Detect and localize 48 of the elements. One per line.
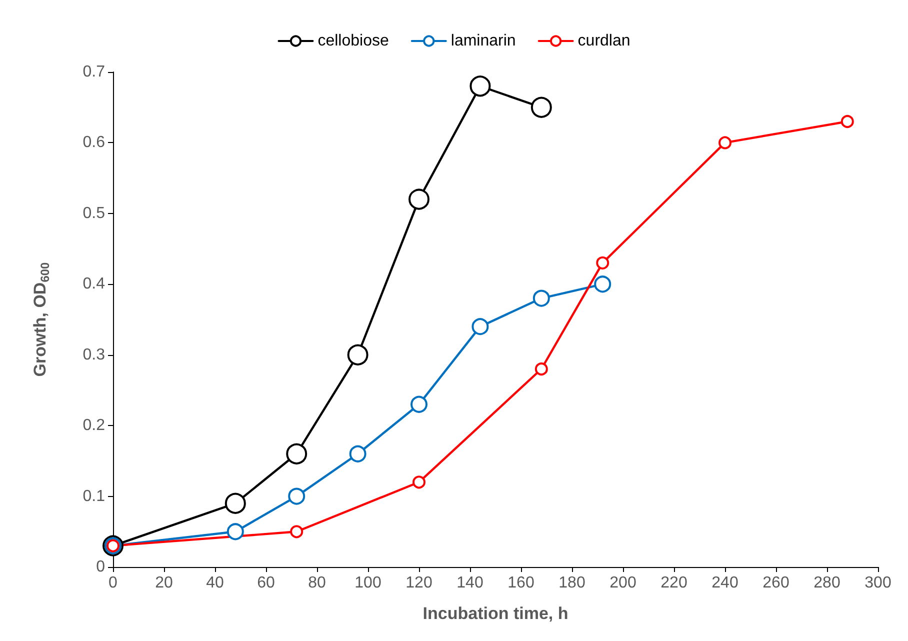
point [410,396,428,413]
point [470,76,491,97]
x-tick-label: 300 [864,574,892,592]
y-tick-label: 0.5 [82,204,106,222]
point [286,443,308,464]
point [412,476,426,489]
legend-label: cellobiose [318,32,389,50]
y-tick-label: 0.4 [82,276,106,293]
x-tick-label: 60 [257,574,275,592]
y-tick-label: 0.3 [82,346,106,364]
point [347,344,368,366]
y-tick-label: 0.1 [82,488,106,505]
point [534,362,548,376]
point [349,445,366,462]
point [840,115,854,128]
x-tick-label: 20 [155,574,173,592]
y-tick-label: 0.7 [82,64,106,80]
x-tick-label: 200 [610,574,636,592]
x-tick-label: 0 [108,574,118,592]
x-tick-label: 80 [308,574,326,592]
legend-label: laminarin [450,32,516,50]
point [596,256,610,270]
point [408,188,430,210]
y-tick-label: 0.6 [82,134,106,152]
y-axis-title: Growth, OD600 [30,262,52,377]
x-tick-label: 100 [354,574,382,592]
point [224,492,246,514]
point [290,525,304,538]
x-tick-label: 220 [660,574,688,592]
x-tick-label: 280 [814,574,840,592]
point [594,276,612,293]
point [532,290,550,307]
y-tick-label: 0 [96,558,106,576]
x-tick-label: 40 [206,574,224,592]
x-tick-label: 180 [558,574,586,592]
point [718,136,732,150]
x-tick-label: 140 [456,574,484,592]
x-tick-label: 240 [712,574,738,592]
point [472,318,489,336]
x-tick-label: 260 [762,574,790,592]
x-axis-title: Incubation time, h [422,604,568,623]
y-tick-label: 0.2 [82,417,106,434]
x-tick-label: 120 [406,574,432,592]
point [530,96,552,118]
point [226,523,244,540]
point [288,488,306,505]
x-tick-label: 160 [508,574,534,592]
legend-label: curdlan [578,32,630,50]
